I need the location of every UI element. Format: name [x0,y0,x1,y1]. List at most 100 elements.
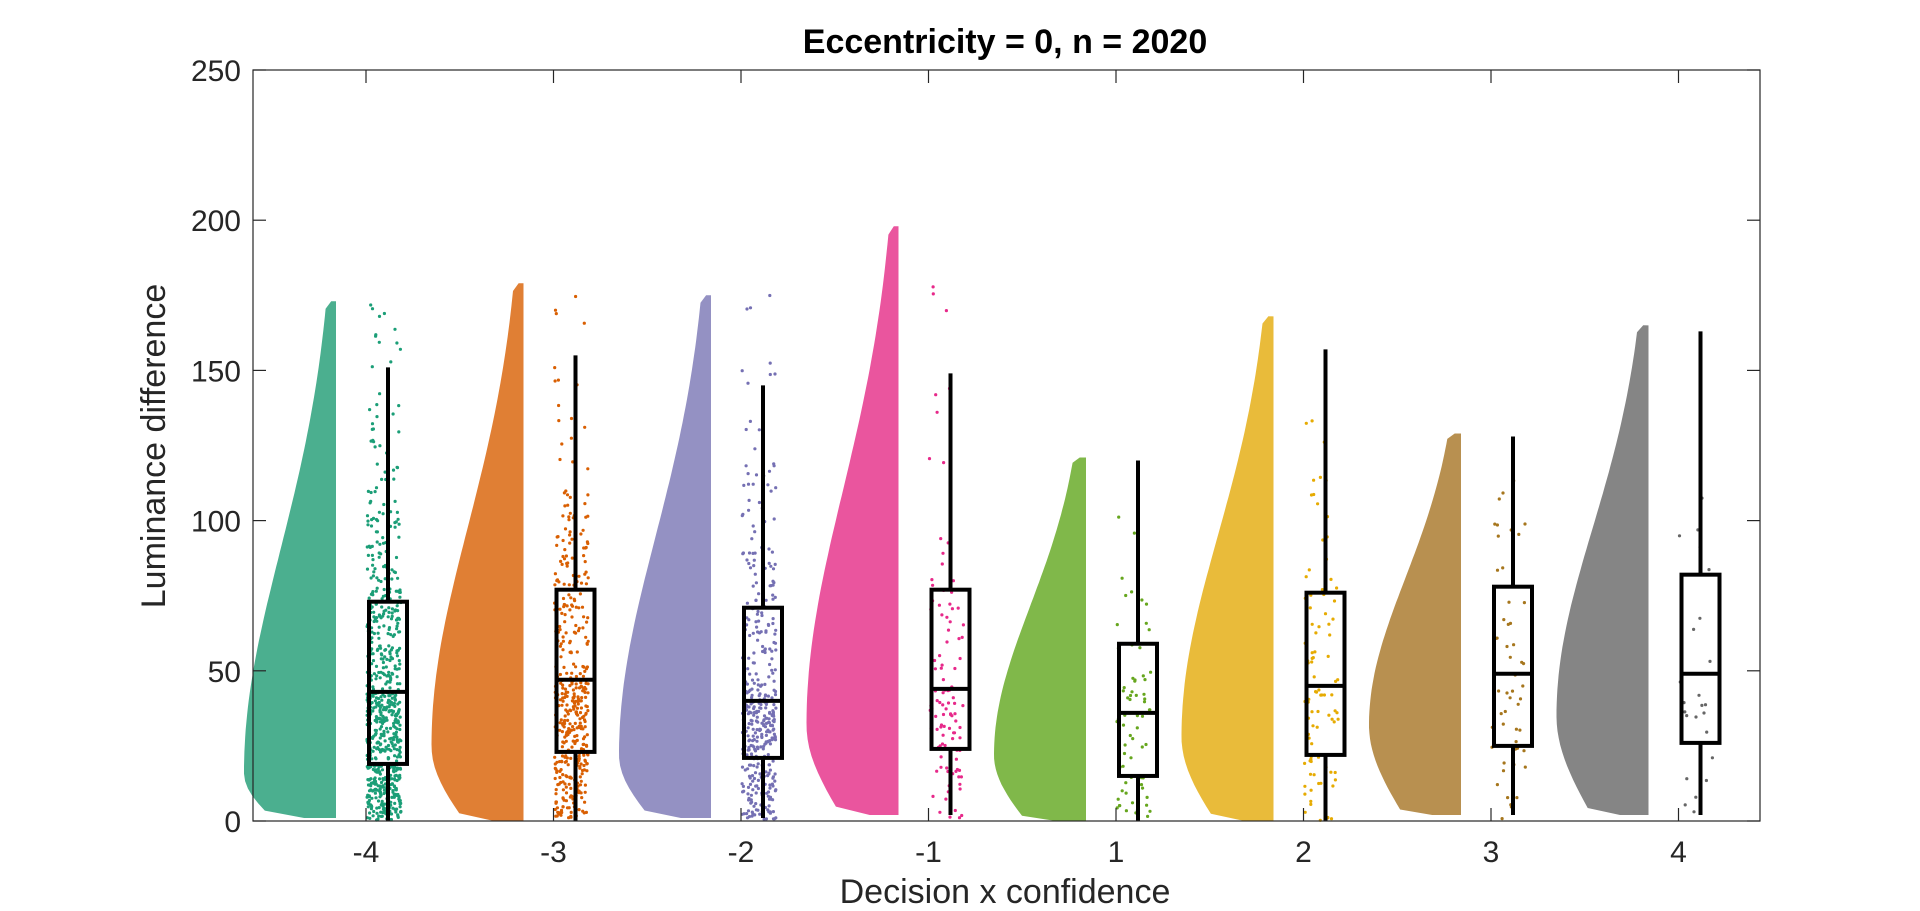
data-point [570,604,575,608]
data-point [373,779,378,783]
data-point [568,533,572,537]
y-tick-label: 200 [191,205,241,238]
data-point [568,608,572,612]
data-point [1518,728,1522,732]
data-point [569,651,573,655]
data-point [1312,478,1316,482]
data-point [395,727,399,731]
data-point [762,714,767,718]
data-point [1334,679,1338,684]
data-point [557,419,561,423]
data-point [391,672,395,676]
plot-frame [252,69,1761,822]
data-point [574,294,578,299]
data-point [940,663,944,667]
data-point [564,554,569,558]
data-point [751,482,755,486]
data-point [371,685,375,689]
data-point [579,581,584,585]
data-point [586,467,590,471]
data-point [373,445,377,449]
data-point [1133,678,1137,682]
data-point [938,654,942,658]
data-point [1149,670,1153,674]
data-point [374,705,378,709]
data-point [740,782,744,786]
data-point [578,783,583,787]
data-point [372,619,376,624]
data-point [753,551,757,555]
x-tick-label: -4 [353,836,380,869]
data-point [1308,772,1313,776]
data-point [577,626,581,630]
data-point [1120,789,1124,793]
data-point [585,733,589,737]
data-point [563,714,567,718]
data-point [951,737,955,741]
data-point [586,493,590,497]
data-point [378,788,382,792]
data-point [392,724,396,728]
data-point [382,791,386,796]
data-point [373,732,378,736]
data-point [771,728,775,732]
data-point [558,624,562,629]
data-point [586,753,590,757]
data-point [1309,799,1313,804]
data-point [1501,722,1505,726]
data-point [390,713,394,717]
data-point [762,724,766,728]
data-point [395,748,399,752]
data-point [756,786,761,791]
data-point [749,793,754,797]
data-point [384,682,388,686]
data-point [1330,717,1334,721]
data-point [386,743,391,748]
data-point [572,630,577,634]
data-point [565,561,569,566]
data-point [576,629,581,633]
data-point [570,615,574,619]
data-point [387,627,391,632]
data-point [366,523,370,527]
data-point [747,745,751,750]
data-point [388,726,393,731]
data-point [576,702,580,706]
data-point [771,709,775,713]
data-point [565,806,570,810]
data-point [378,706,382,710]
data-point [390,657,395,661]
data-point [766,483,770,487]
data-point [380,768,385,772]
data-point [750,810,754,814]
data-point [393,801,397,806]
data-point [572,662,576,666]
data-point [583,572,587,576]
data-point [563,687,568,691]
data-point [1710,756,1714,760]
data-point [377,625,381,629]
data-point [561,740,565,744]
data-point [1331,617,1335,621]
data-point [745,682,750,686]
data-point [1144,742,1148,747]
data-point [933,667,938,671]
data-point [555,543,559,548]
data-point [393,698,397,702]
data-point [560,745,565,749]
data-point [1141,786,1145,790]
data-point [769,564,773,568]
data-point [378,750,383,754]
y-tick-label: 150 [191,355,241,388]
data-point [767,623,771,628]
data-point [1309,757,1313,761]
data-point [763,682,767,687]
data-point [555,769,559,773]
data-point [945,766,949,770]
data-point [1698,616,1702,620]
data-point [397,535,401,539]
data-point [572,692,576,696]
data-point [584,687,588,691]
data-point [771,621,775,626]
data-point [569,596,573,600]
